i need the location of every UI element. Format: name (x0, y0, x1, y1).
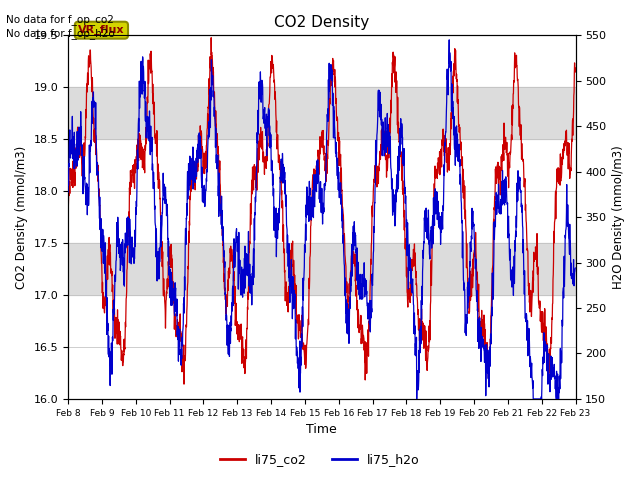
Text: VR_flux: VR_flux (78, 25, 125, 36)
Title: CO2 Density: CO2 Density (274, 15, 369, 30)
Y-axis label: H2O Density (mmol/m3): H2O Density (mmol/m3) (612, 145, 625, 289)
Legend: li75_co2, li75_h2o: li75_co2, li75_h2o (215, 448, 425, 471)
Y-axis label: CO2 Density (mmol/m3): CO2 Density (mmol/m3) (15, 145, 28, 289)
X-axis label: Time: Time (307, 423, 337, 436)
Bar (68, 243, 575, 295)
Bar (68, 87, 575, 139)
Text: No data for f_op_co2
No data for f_op_h2o: No data for f_op_co2 No data for f_op_h2… (6, 14, 115, 39)
